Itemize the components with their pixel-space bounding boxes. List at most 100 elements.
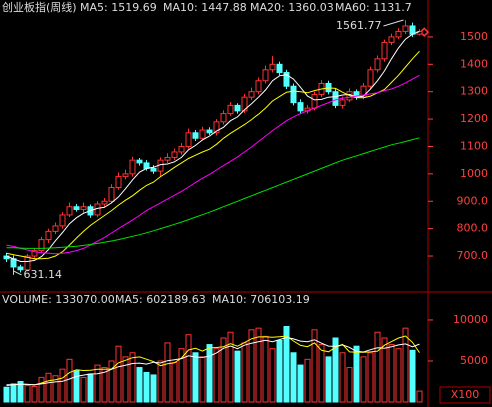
legend-entry: MA5: 1519.69 — [80, 1, 157, 14]
candle-body — [311, 93, 318, 109]
annotation: 631.14 — [24, 268, 63, 281]
y-tick-label: 1000 — [460, 167, 488, 180]
y-tick-label: 1400 — [460, 57, 488, 70]
candle-body — [122, 173, 129, 178]
volume-bar — [311, 329, 318, 403]
candle-body — [409, 25, 416, 35]
legend-entry: MA5: 602189.63 — [115, 293, 206, 306]
candle-body — [360, 85, 367, 98]
volume-bar — [395, 348, 402, 403]
candle-body — [178, 145, 185, 153]
y-tick-label: 1300 — [460, 85, 488, 98]
volume-bar — [248, 329, 255, 403]
candle-body — [290, 85, 297, 104]
volume-bar — [122, 356, 129, 403]
candle-body — [206, 129, 213, 134]
candle-body — [297, 102, 304, 112]
volume-bar — [101, 367, 108, 403]
candle-body — [374, 58, 381, 71]
annotation-arrow — [383, 19, 404, 27]
volume-bar — [318, 344, 325, 403]
volume-title: VOLUME: 133070.00 — [2, 293, 115, 306]
volume-bar — [374, 331, 381, 403]
candle-body — [248, 91, 255, 98]
ma-line — [6, 336, 420, 386]
volume-bar — [241, 342, 248, 403]
candle-body — [381, 41, 388, 60]
volume-bar — [416, 390, 423, 403]
annotation-arrow — [13, 270, 22, 276]
volume-bar — [325, 356, 332, 403]
volume-bar — [143, 371, 150, 403]
volume-bar — [381, 337, 388, 403]
candle-body — [402, 25, 409, 32]
candle-body — [192, 132, 199, 139]
volume-bar — [269, 348, 276, 403]
candle-body — [150, 167, 157, 172]
candle-body — [101, 200, 108, 205]
volume-bar — [262, 335, 269, 403]
y-tick-label: 800.0 — [457, 222, 489, 235]
volume-bar — [171, 362, 178, 403]
volume-bar — [255, 327, 262, 403]
legend-entry: MA10: 1447.88 — [163, 1, 247, 14]
candle-body — [24, 255, 31, 271]
candle-body — [17, 266, 24, 271]
volume-bar — [66, 358, 73, 403]
volume-bar — [192, 352, 199, 403]
volume-bar — [346, 367, 353, 403]
candle-body — [227, 104, 234, 115]
volume-bar — [360, 356, 367, 403]
volume-bar — [388, 344, 395, 403]
candle-body — [262, 69, 269, 82]
volume-bar — [276, 339, 283, 403]
annotation: 1561.77 — [336, 19, 382, 32]
volume-bar — [199, 356, 206, 403]
ma-line — [6, 137, 420, 249]
ma-line — [6, 50, 420, 260]
volume-bar — [297, 364, 304, 403]
y-tick-label: 1500 — [460, 30, 488, 43]
candle-body — [143, 162, 150, 169]
legend-entry: MA20: 1360.03 — [250, 1, 334, 14]
y-tick-label: 10000 — [453, 313, 488, 326]
candle-body — [241, 96, 248, 112]
candle-body — [339, 99, 346, 106]
volume-bar — [10, 383, 17, 403]
ma-line — [6, 335, 420, 387]
candle-body — [171, 151, 178, 158]
volume-bar — [220, 337, 227, 403]
volume-bar — [136, 367, 143, 403]
unit-box — [439, 386, 491, 404]
candle-body — [45, 230, 52, 241]
candle-body — [220, 113, 227, 123]
volume-bar — [332, 337, 339, 403]
candle-body — [269, 63, 276, 71]
y-tick-label: 900.0 — [457, 194, 489, 207]
candle-body — [199, 129, 206, 139]
volume-bar — [108, 360, 115, 403]
y-tick-label: 1200 — [460, 112, 488, 125]
unit-label: X100 — [451, 388, 480, 401]
volume-bar — [94, 364, 101, 403]
y-tick-label: 1100 — [460, 139, 488, 152]
candle-body — [164, 156, 171, 161]
volume-bar — [185, 334, 192, 403]
volume-bar — [73, 370, 80, 403]
y-tick-label: 700.0 — [457, 249, 489, 262]
volume-bar — [409, 349, 416, 403]
candle-body — [52, 225, 59, 232]
candle-body — [213, 121, 220, 134]
volume-bar — [150, 374, 157, 403]
candle-body — [255, 80, 262, 93]
ma-line — [6, 31, 420, 262]
volume-bar — [178, 348, 185, 403]
volume-bar — [129, 352, 136, 403]
legend-entry: MA10: 706103.19 — [212, 293, 310, 306]
candle-body — [73, 206, 80, 210]
candle-body — [59, 214, 66, 227]
candle-body — [115, 176, 122, 189]
ma-line — [6, 74, 420, 255]
candle-body — [80, 206, 87, 210]
